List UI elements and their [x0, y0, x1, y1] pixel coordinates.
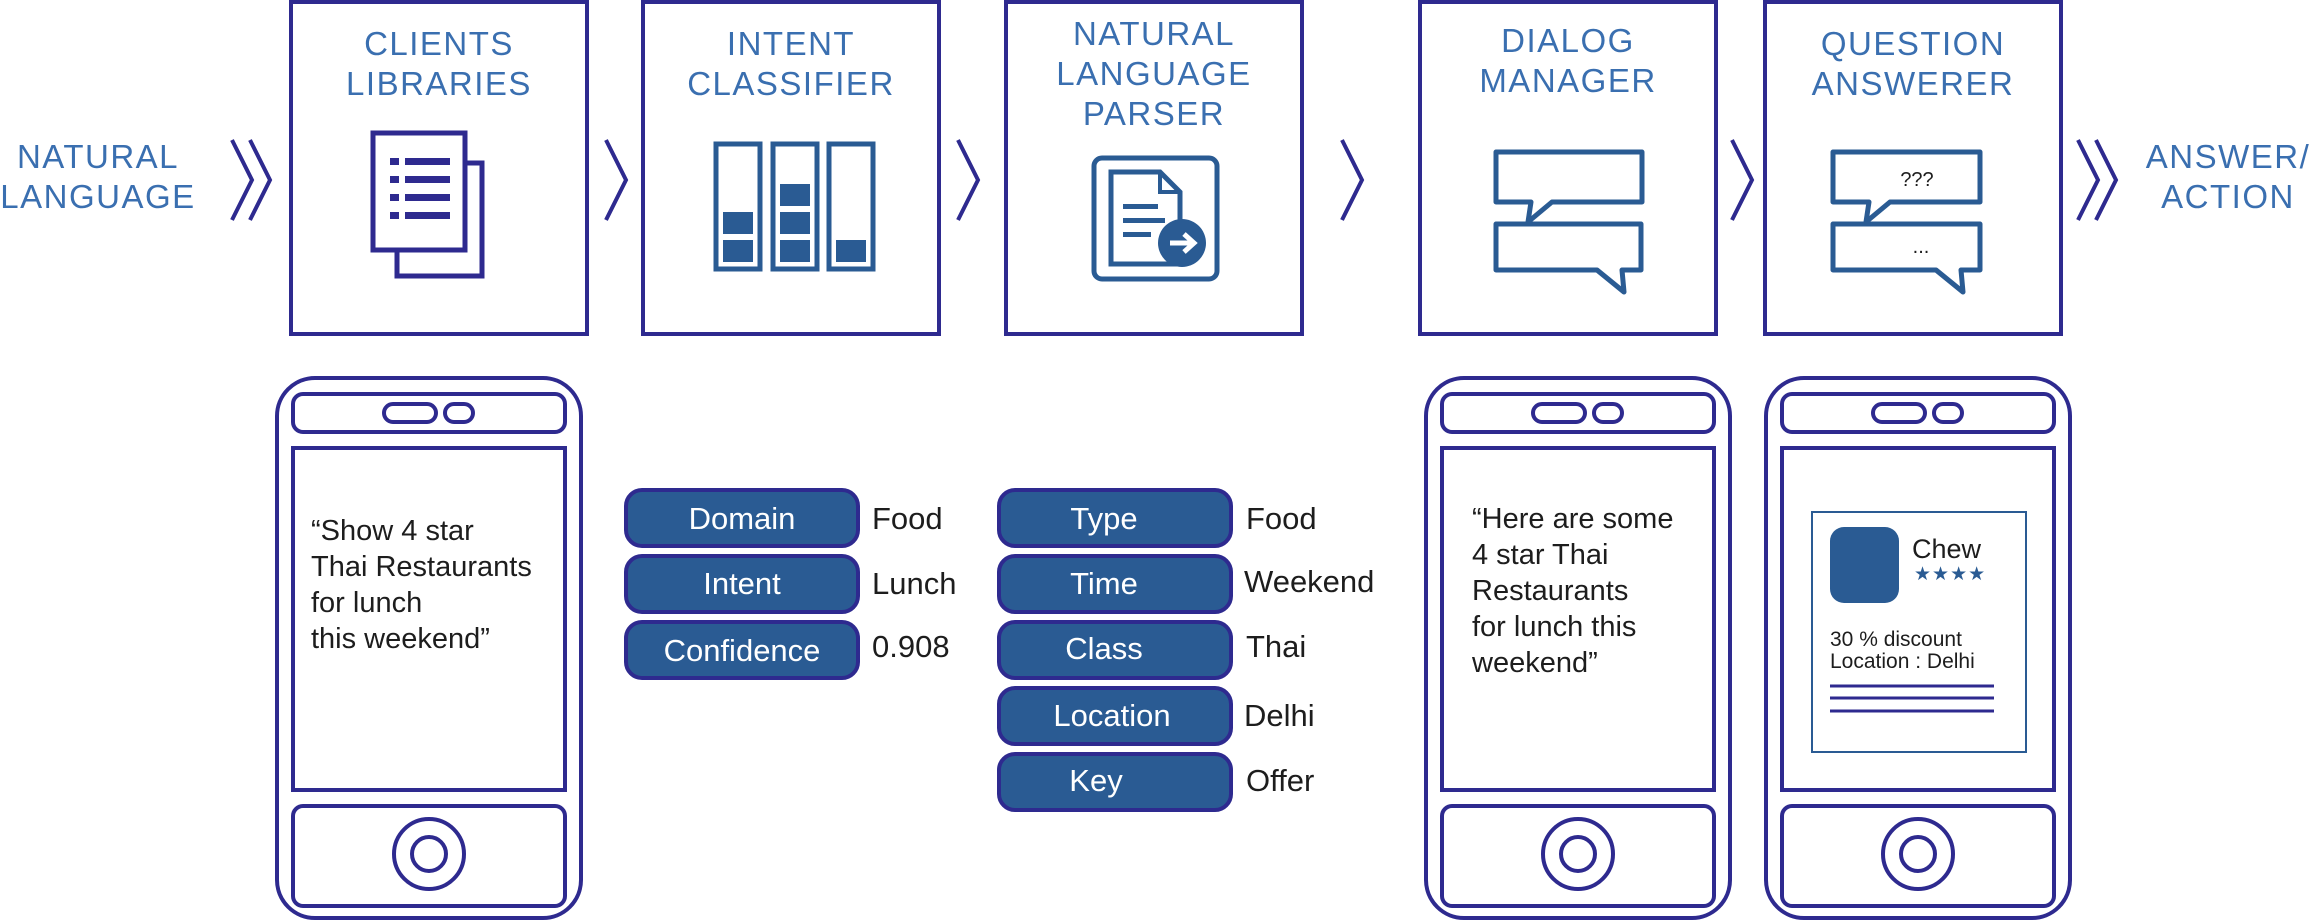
- double-chevron-out-icon-b: [2094, 139, 2119, 221]
- question-bubbles-icon: ??? ...: [1830, 149, 1983, 295]
- double-chevron-out-icon-a: [2076, 139, 2101, 221]
- intent-fields: Domain Intent Confidence Food Lunch 0.90…: [624, 488, 956, 680]
- stage-title-qa-2: ANSWERER: [1812, 65, 2015, 102]
- bar-levels-icon: [713, 141, 876, 272]
- restaurant-logo: [1830, 527, 1899, 603]
- field-label-type: Type: [1070, 501, 1137, 536]
- field-value-confidence: 0.908: [872, 629, 950, 664]
- chevron-icon-1: [604, 139, 629, 221]
- field-pill-type: [997, 488, 1233, 548]
- input-label-line-2: LANGUAGE: [0, 178, 195, 215]
- chevron-icon-3: [1340, 139, 1365, 221]
- field-pill-domain: [624, 488, 860, 548]
- phone-dialog-line-3: Restaurants: [1472, 575, 1628, 607]
- answer-bubble-text: ...: [1913, 236, 1930, 258]
- field-label-domain: Domain: [689, 501, 796, 536]
- stage-box-natural-language-parser: [1004, 0, 1304, 336]
- field-pill-confidence: [624, 620, 860, 680]
- chevron-icon-2: [956, 139, 981, 221]
- field-value-intent: Lunch: [872, 566, 956, 601]
- field-value-class: Thai: [1246, 629, 1306, 664]
- field-pill-time: [997, 554, 1233, 614]
- output-label-line-1: ANSWER/: [2146, 138, 2311, 175]
- stage-box-dialog-manager: [1418, 0, 1718, 336]
- documents-icon: [370, 130, 485, 279]
- field-value-key: Offer: [1246, 763, 1314, 798]
- stage-box-question-answerer: [1763, 0, 2063, 336]
- stage-title-parser-2: LANGUAGE: [1056, 55, 1251, 92]
- restaurant-card: Chew ★★★★ 30 % discount Location : Delhi: [1811, 511, 2027, 753]
- chat-bubbles-icon: [1493, 149, 1645, 295]
- parser-fields: Type Time Class Location Key Food Weeken…: [997, 488, 1374, 812]
- document-arrow-icon: [1091, 155, 1220, 282]
- stage-title-dialog-1: DIALOG: [1501, 22, 1635, 59]
- phone-dialog: [1424, 376, 1732, 920]
- field-label-location: Location: [1053, 698, 1170, 733]
- double-chevron-in-icon-a: [230, 139, 255, 221]
- double-chevron-in-icon-b: [248, 139, 273, 221]
- field-value-location: Delhi: [1244, 698, 1315, 733]
- phone-dialog-line-4: for lunch this: [1472, 611, 1636, 643]
- phone-dialog-line-5: weekend”: [1471, 647, 1598, 679]
- stage-title-qa-1: QUESTION: [1821, 25, 2005, 62]
- stage-title-dialog-2: MANAGER: [1479, 62, 1656, 99]
- phone-dialog-line-1: “Here are some: [1472, 503, 1673, 535]
- phone-left-line-1: “Show 4 star: [311, 515, 474, 547]
- phone-left: [275, 376, 583, 920]
- field-value-type: Food: [1246, 501, 1317, 536]
- output-label-line-2: ACTION: [2161, 178, 2295, 215]
- phone-left-line-2: Thai Restaurants: [311, 551, 532, 583]
- question-bubble-text: ???: [1900, 169, 1933, 191]
- field-pill-location: [997, 686, 1233, 746]
- input-label-line-1: NATURAL: [17, 138, 179, 175]
- stage-title-intent-2: CLASSIFIER: [687, 65, 895, 102]
- phone-left-line-3: for lunch: [311, 587, 422, 619]
- stage-title-intent-1: INTENT: [727, 25, 855, 62]
- phone-answer: [1764, 376, 2072, 920]
- stage-title-clients-2: LIBRARIES: [346, 65, 532, 102]
- field-pill-class: [997, 620, 1233, 680]
- stage-title-parser-3: PARSER: [1083, 95, 1225, 132]
- field-label-class: Class: [1065, 631, 1143, 666]
- stage-box-intent-classifier: [641, 0, 941, 336]
- restaurant-discount: 30 % discount: [1830, 628, 1962, 651]
- restaurant-location: Location : Delhi: [1830, 650, 1975, 673]
- field-value-domain: Food: [872, 501, 943, 536]
- phone-left-line-4: this weekend”: [311, 623, 490, 655]
- stage-box-clients-libraries: [289, 0, 589, 336]
- chevron-icon-4: [1730, 139, 1755, 221]
- stage-title-parser-1: NATURAL: [1073, 15, 1235, 52]
- field-label-intent: Intent: [703, 566, 781, 601]
- restaurant-name: Chew: [1912, 534, 1982, 564]
- field-label-time: Time: [1070, 566, 1138, 601]
- field-label-confidence: Confidence: [664, 633, 821, 668]
- restaurant-rating-stars: ★★★★: [1914, 564, 1986, 585]
- stage-title-clients-1: CLIENTS: [364, 25, 514, 62]
- phone-dialog-line-2: 4 star Thai: [1472, 539, 1608, 571]
- field-value-time: Weekend: [1244, 564, 1374, 599]
- field-label-key: Key: [1069, 763, 1123, 798]
- field-pill-key: [997, 752, 1233, 812]
- field-pill-intent: [624, 554, 860, 614]
